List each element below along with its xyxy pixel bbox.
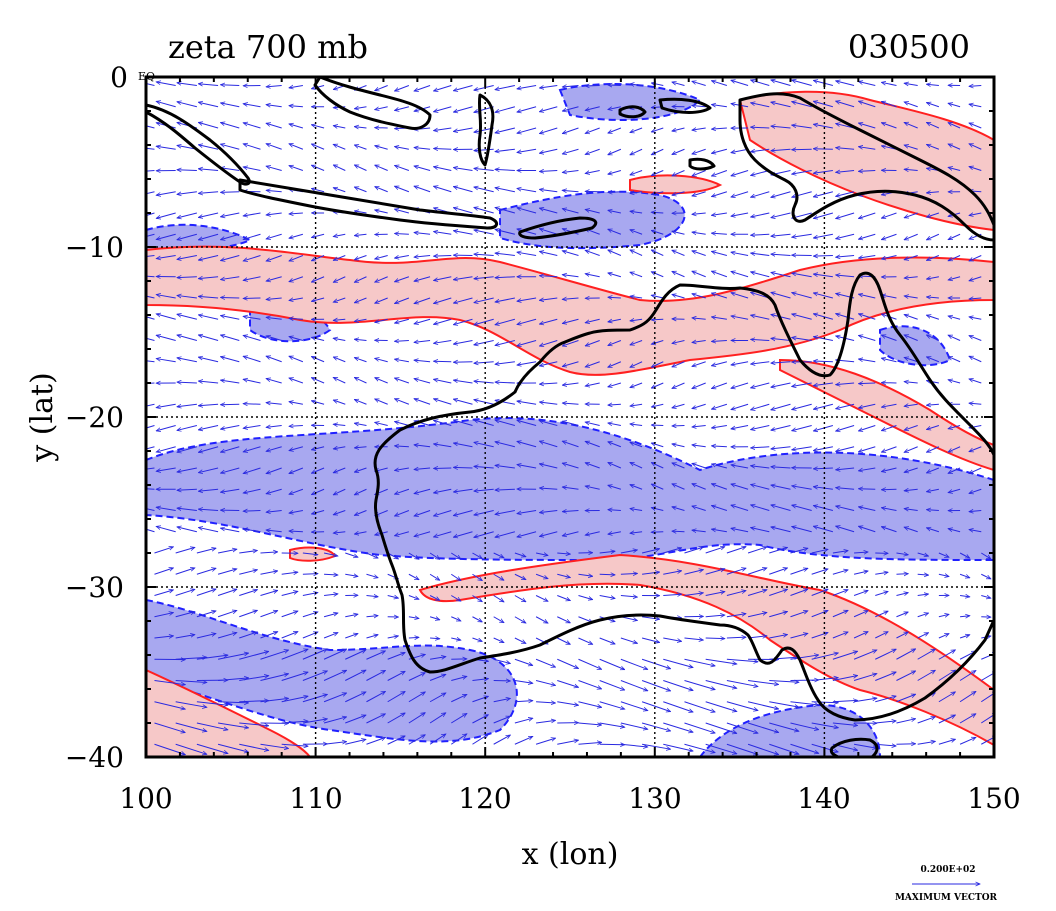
x-tick-label: 120 [458,782,511,815]
wind-vector [220,297,239,298]
wind-vector [600,574,615,575]
wind-vector [434,361,452,362]
legend-label: MAXIMUM VECTOR [895,893,998,903]
x-tick-label: 100 [119,782,172,815]
wind-vector [706,638,725,639]
date-code: 030500 [848,28,970,66]
wind-vector [608,192,621,193]
y-tick-label: 0 [110,61,128,94]
wind-vector [453,467,472,468]
vector-legend: 0.200E+02 MAXIMUM VECTOR [895,865,998,903]
y-tick-label: −20 [65,401,124,434]
wind-vector [409,637,419,638]
wind-vector [813,149,833,150]
x-tick-labels: 100 110 120 130 140 150 [119,782,1020,815]
y-tick-labels: 0 EQ −10 −20 −30 −40 [65,61,155,774]
wind-vector [434,256,452,257]
wind-vector [813,256,833,257]
x-tick-label: 110 [289,782,342,815]
wind-vector [651,425,663,426]
x-tick-label: 150 [967,782,1020,815]
y-axis-label: y (lat) [25,372,60,462]
wind-vector [896,574,908,575]
y-tick-label: −30 [65,571,124,604]
wind-vector [608,85,621,86]
wind-vector [672,531,685,532]
x-tick-label: 140 [797,782,850,815]
x-tick-label: 130 [628,782,681,815]
x-axis-label: x (lon) [522,837,619,872]
wind-vector [651,319,663,320]
wind-vector [858,489,875,490]
wind-vector [243,511,260,512]
equator-label: EQ [138,70,155,83]
legend-value: 0.200E+02 [920,865,975,875]
y-tick-label: −40 [65,741,124,774]
wind-vector [858,383,875,384]
wind-vector [896,744,915,745]
y-tick-label: −10 [65,231,124,264]
wind-vector [220,192,239,193]
map-title: zeta 700 mb [168,28,368,66]
wind-vector [243,404,260,405]
